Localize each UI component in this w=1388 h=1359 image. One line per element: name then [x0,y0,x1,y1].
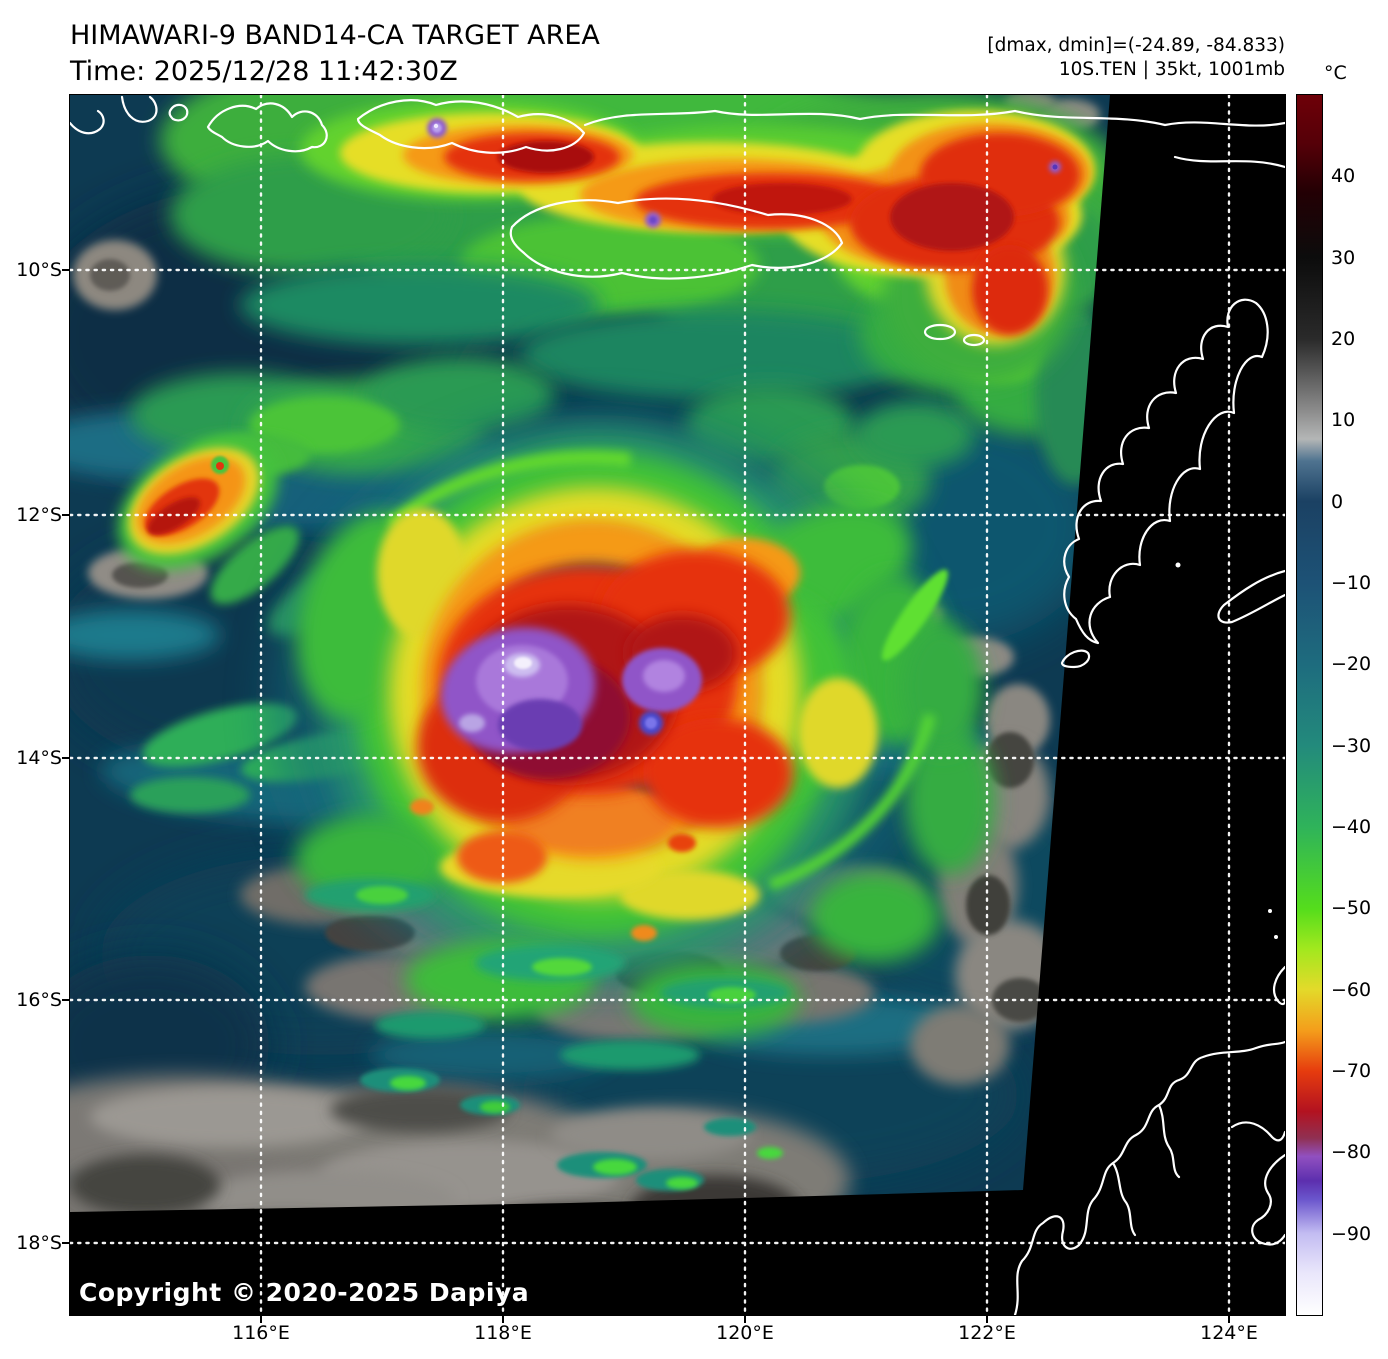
lon-tick-label: 116°E [232,1322,290,1344]
colorbar-tick: −10 [1331,572,1372,594]
lat-tick-label: 18°S [16,1232,62,1254]
timestamp-line: Time: 2025/12/28 11:42:30Z [70,56,458,87]
colorbar-tick: 0 [1331,490,1344,513]
lon-tick-label: 122°E [958,1322,1016,1344]
lat-tick-label: 12°S [16,504,62,526]
satellite-map-panel: Copyright © 2020-2025 Dapiya [69,94,1286,1316]
lat-tick-label: 10°S [16,259,62,281]
y-axis-tick [62,1242,69,1244]
lon-tick-label: 124°E [1200,1322,1258,1344]
no-data-sector [70,95,1285,1315]
coastlines [70,95,1285,1315]
colorbar-tick: −60 [1331,978,1372,1001]
colorbar-tick: −90 [1331,1222,1372,1245]
y-axis-tick [62,999,69,1001]
colorbar-tick: −70 [1331,1060,1372,1082]
y-axis-tick [62,757,69,759]
lat-tick-label: 14°S [16,747,62,769]
annotation-block: [dmax, dmin]=(-24.89, -84.833) 10S.TEN |… [987,34,1285,82]
cold-specks [305,879,790,1191]
western-storm-cell [117,436,279,570]
copyright-watermark: Copyright © 2020-2025 Dapiya [79,1278,530,1307]
graticule-gridlines [70,95,1285,1315]
lat-tick-label: 16°S [16,989,62,1011]
y-axis-tick [62,514,69,516]
tropical-cyclone [270,415,995,1038]
colorbar-tick: −30 [1331,734,1372,757]
colorbar-gradient [1297,95,1322,1315]
colorbar-tick: 40 [1331,165,1356,188]
colorbar-tick: −20 [1331,653,1372,676]
colorbar-tick-labels: 40 30 20 10 0 −10 −20 −30 −40 −50 −60 −7… [1331,95,1388,1315]
x-axis-tick [744,1316,746,1323]
colorbar-tick: 10 [1331,409,1356,432]
x-axis-tick [502,1316,504,1323]
lon-tick-label: 118°E [474,1322,532,1344]
colorbar-unit-label: °C [1324,62,1347,84]
colorbar-tick: −50 [1331,897,1372,920]
colorbar-tick: −80 [1331,1141,1372,1164]
dmax-dmin-annotation: [dmax, dmin]=(-24.89, -84.833) [987,35,1285,56]
colorbar-tick: −40 [1331,816,1372,838]
colorbar [1296,94,1323,1316]
colorbar-tick: 20 [1331,328,1356,350]
x-axis-tick [1228,1316,1230,1323]
satellite-image [70,95,1285,1315]
northern-convective-band [340,110,1095,345]
x-axis-tick [986,1316,988,1323]
colorbar-tick: 30 [1331,246,1356,269]
page-title: HIMAWARI-9 BAND14-CA TARGET AREA [70,20,600,51]
storm-info-annotation: 10S.TEN | 35kt, 1001mb [1058,59,1285,80]
y-axis-tick [62,269,69,271]
x-axis-tick [260,1316,262,1323]
lon-tick-label: 120°E [716,1322,774,1344]
